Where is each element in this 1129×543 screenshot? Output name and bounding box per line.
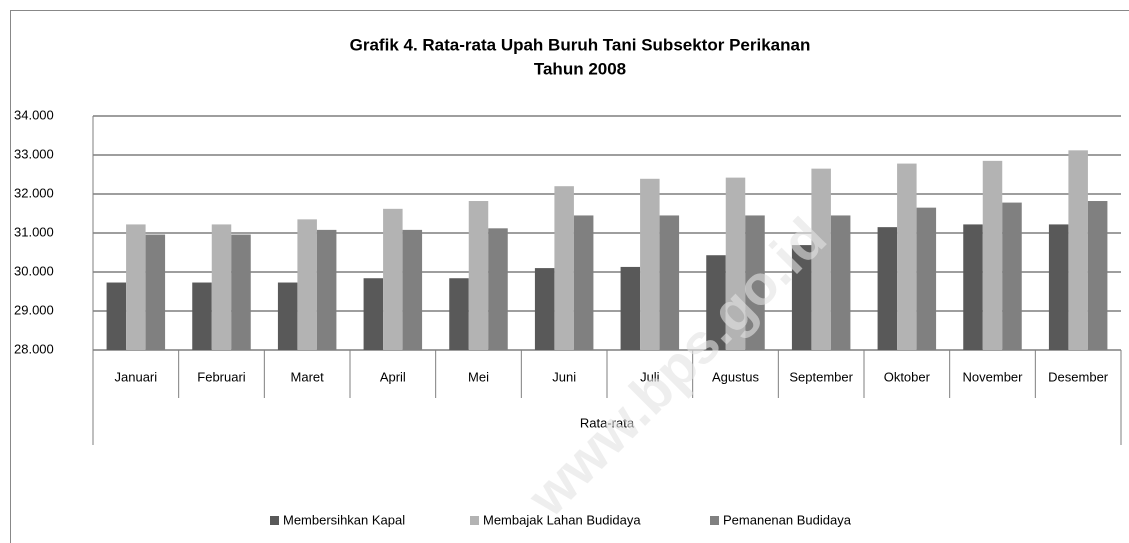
x-tick-label: Juni xyxy=(552,369,576,384)
x-tick-label: Oktober xyxy=(884,369,931,384)
legend-swatch xyxy=(470,516,479,525)
x-tick-label: Agustus xyxy=(712,369,759,384)
bar xyxy=(620,266,641,350)
bar xyxy=(277,282,298,350)
bar xyxy=(363,278,384,350)
bar xyxy=(297,219,317,350)
bar xyxy=(1087,201,1108,350)
bar xyxy=(830,215,851,350)
bar xyxy=(449,278,469,350)
x-group-label: Rata-rata xyxy=(580,415,635,430)
bar xyxy=(791,245,812,350)
bar xyxy=(659,215,680,350)
x-tick-label: Januari xyxy=(115,369,158,384)
bar xyxy=(145,234,166,350)
bar xyxy=(402,229,423,350)
legend-label: Pemanenan Budidaya xyxy=(723,512,852,527)
bar xyxy=(897,163,917,350)
bar xyxy=(963,224,983,350)
bar xyxy=(211,224,232,350)
bar xyxy=(811,168,831,350)
bar xyxy=(1048,224,1069,350)
y-tick-label: 29.000 xyxy=(14,302,54,317)
bar xyxy=(383,208,403,350)
chart-subtitle: Tahun 2008 xyxy=(534,59,626,78)
y-tick-label: 34.000 xyxy=(14,107,54,122)
bar xyxy=(192,282,212,350)
bar xyxy=(554,186,574,350)
y-tick-label: 30.000 xyxy=(14,263,54,278)
chart-frame xyxy=(10,10,1129,543)
bar xyxy=(231,234,251,350)
bar xyxy=(706,255,726,350)
bar xyxy=(316,229,337,350)
x-tick-label: Juli xyxy=(640,369,660,384)
bar xyxy=(640,178,660,350)
x-tick-label: Februari xyxy=(197,369,246,384)
bar xyxy=(106,282,127,350)
bar xyxy=(1002,202,1022,350)
legend-swatch xyxy=(270,516,279,525)
x-tick-label: November xyxy=(963,369,1024,384)
x-tick-label: April xyxy=(380,369,406,384)
bar xyxy=(916,207,937,350)
y-tick-label: 31.000 xyxy=(14,224,54,239)
x-tick-label: Desember xyxy=(1048,369,1109,384)
bar xyxy=(488,228,508,350)
legend-label: Membersihkan Kapal xyxy=(283,512,405,527)
x-tick-label: Maret xyxy=(291,369,325,384)
bar xyxy=(573,215,594,350)
bar xyxy=(1068,150,1088,350)
bar xyxy=(725,177,746,350)
bar xyxy=(982,160,1003,350)
y-tick-label: 32.000 xyxy=(14,185,54,200)
x-tick-label: September xyxy=(789,369,853,384)
legend-label: Membajak Lahan Budidaya xyxy=(483,512,641,527)
chart-title: Grafik 4. Rata-rata Upah Buruh Tani Subs… xyxy=(350,35,811,54)
y-tick-label: 28.000 xyxy=(14,341,54,356)
x-tick-label: Mei xyxy=(468,369,489,384)
bar xyxy=(126,224,146,350)
y-tick-label: 33.000 xyxy=(14,146,54,161)
bar xyxy=(877,227,898,350)
bar xyxy=(468,201,489,350)
bar xyxy=(745,215,765,350)
bar xyxy=(534,268,555,350)
legend-swatch xyxy=(710,516,719,525)
